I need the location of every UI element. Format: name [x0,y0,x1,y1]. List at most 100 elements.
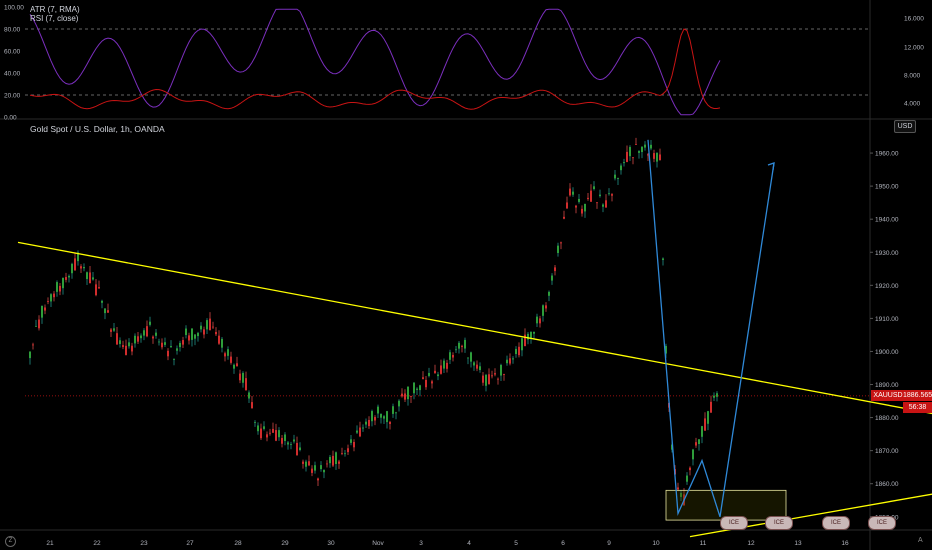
candle-body [512,358,514,360]
candle-body [416,388,418,390]
candle-body [581,208,583,214]
event-badge[interactable]: ICE [720,516,748,530]
candle-body [332,455,334,466]
candle-body [281,438,283,444]
candle-body [59,285,61,292]
candle-body [491,375,493,377]
candle-body [635,144,637,145]
candle-body [260,428,262,439]
price-tick-label: 1940.00 [875,217,899,224]
candle-body [278,430,280,438]
candle-body [320,465,322,470]
candle-body [293,439,295,442]
candle-body [155,332,157,336]
candle-body [152,336,154,339]
candle-body [308,461,310,466]
candle-body [395,412,397,414]
candle-body [116,333,118,345]
price-tick-label: 1960.00 [875,151,899,158]
candle-body [56,282,58,292]
candle-body [443,360,445,369]
osc-left-tick: 80.00 [4,27,21,34]
price-tick-label: 1950.00 [875,184,899,191]
candle-body [290,444,292,445]
candle-body [263,426,265,429]
candle-body [230,356,232,363]
osc-right-tick: 8.000 [904,73,921,80]
candle-body [572,191,574,195]
atr-legend[interactable]: ATR (7, RMA) [30,5,80,14]
candle-body [233,364,235,369]
trendline [17,241,932,415]
candle-body [533,331,535,334]
candle-body [632,157,634,159]
candle-body [302,461,304,464]
candle-body [485,374,487,386]
candle-body [608,193,610,195]
main-chart-title[interactable]: Gold Spot / U.S. Dollar, 1h, OANDA [30,124,165,134]
candle-body [686,475,688,482]
candle-body [212,326,214,328]
time-tick-label: 11 [700,540,707,547]
candle-body [236,363,238,367]
candle-body [125,345,127,355]
candle-body [611,194,613,196]
candle-body [575,205,577,208]
price-tick-label: 1880.00 [875,415,899,422]
candle-body [224,353,226,357]
axes: 100.00 80.00 60.00 40.00 20.00 0.00 16.000 12.0… [4,5,924,548]
candle-body [464,339,466,349]
event-badge[interactable]: ICE [868,516,896,530]
candle-body [74,258,76,271]
price-tick-label: 1910.00 [875,316,899,323]
candle-body [323,470,325,473]
candle-body [173,359,175,360]
candle-body [644,144,646,148]
event-badge[interactable]: ICE [765,516,793,530]
auto-scale-icon[interactable]: A [918,537,923,544]
projection-path [647,139,775,517]
candle-body [134,335,136,344]
candle-body [386,411,388,423]
candle-body [275,430,277,441]
candle-body [446,362,448,369]
osc-left-tick: 40.00 [4,71,21,78]
rsi-legend[interactable]: RSI (7, close) [30,14,79,23]
candle-body [488,374,490,385]
candle-body [650,144,652,149]
atr-line [29,28,721,110]
candle-body [665,346,667,354]
candle-body [524,334,526,347]
currency-badge[interactable]: USD [894,120,916,133]
candle-body [287,442,289,445]
candle-body [266,434,268,438]
candle-body [671,444,673,450]
time-tick-label: 10 [652,540,660,547]
candle-body [677,487,679,490]
candle-body [647,154,649,156]
candle-body [530,331,532,338]
candle-body [626,151,628,162]
candle-body [29,351,31,359]
candle-body [239,373,241,381]
settings-icon[interactable]: Z [5,536,16,547]
time-tick-label: 5 [514,540,518,547]
osc-right-tick: 12.000 [904,45,924,52]
candle-body [476,364,478,369]
candle-body [65,277,67,280]
candle-body [593,186,595,190]
candle-body [689,467,691,471]
candle-body [365,421,367,425]
price-tick-label: 1860.00 [875,481,899,488]
projection-arrowhead [767,162,775,171]
osc-right-tick: 16.000 [904,16,924,23]
candle-body [539,318,541,324]
candle-body [146,326,148,337]
candle-body [578,198,580,202]
candle-body [371,411,373,422]
candle-body [518,346,520,356]
event-badge[interactable]: ICE [822,516,850,530]
time-tick-label: Nov [372,540,384,547]
